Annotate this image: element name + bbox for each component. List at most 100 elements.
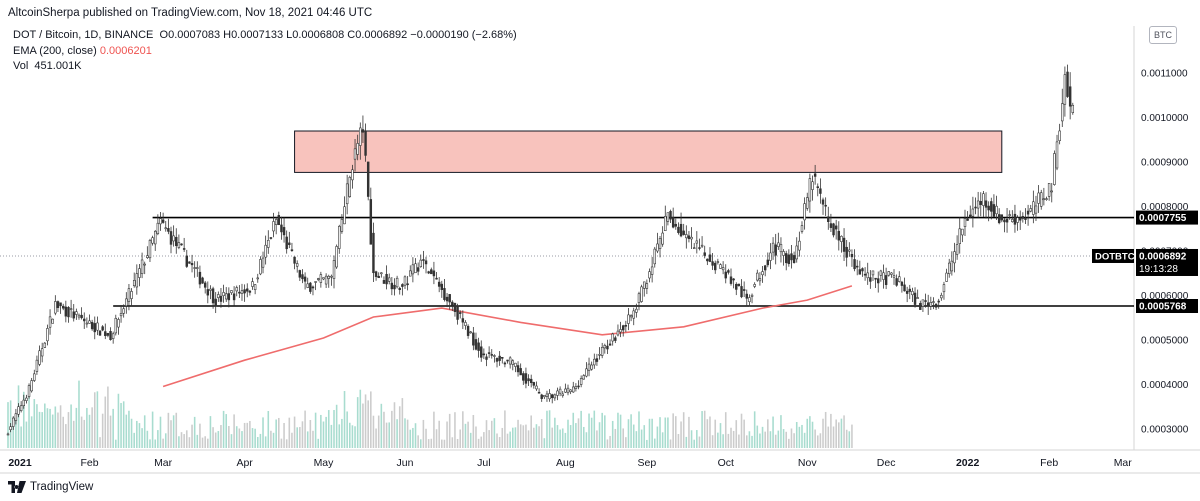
- candle-body: [101, 326, 104, 331]
- volume-bar: [193, 416, 196, 448]
- resistance-price-label-bg: [1136, 210, 1198, 225]
- candle-body: [1005, 218, 1009, 223]
- volume-bar: [228, 425, 230, 448]
- candle-body: [855, 265, 859, 268]
- candle-body: [482, 353, 486, 356]
- volume-bar: [551, 427, 554, 448]
- volume-bar: [601, 412, 603, 448]
- currency-unit-badge[interactable]: BTC: [1149, 26, 1177, 44]
- candle-body: [93, 323, 96, 333]
- candle-body: [256, 277, 259, 280]
- candle-body: [209, 288, 212, 291]
- candle-body: [682, 230, 685, 235]
- candle-body: [6, 433, 10, 436]
- candle-body: [921, 299, 925, 307]
- volume-bar: [596, 430, 598, 448]
- candle-body: [556, 390, 559, 396]
- candle-body: [132, 280, 136, 287]
- candle-body: [285, 236, 288, 250]
- candle-body: [474, 339, 478, 350]
- candle-body: [319, 274, 323, 283]
- volume-bars: [7, 380, 853, 448]
- legend-ema-label: EMA (200, close): [13, 44, 97, 57]
- horizontal-levels[interactable]: [113, 216, 1134, 307]
- candle-body: [858, 269, 862, 275]
- candle-body: [677, 226, 680, 233]
- volume-bar: [278, 417, 280, 448]
- candle-body: [529, 378, 533, 384]
- volume-bar: [41, 412, 43, 448]
- candle-body: [627, 314, 630, 324]
- volume-bar: [448, 413, 451, 448]
- candle-body: [656, 243, 659, 252]
- candle-body: [564, 388, 567, 393]
- candle-body: [361, 129, 365, 133]
- volume-bar: [785, 431, 788, 448]
- volume-bar: [483, 432, 485, 448]
- candle-body: [887, 271, 890, 276]
- volume-bar: [438, 420, 440, 448]
- volume-bar: [70, 404, 72, 448]
- legend-vol-row[interactable]: Vol 451.001K: [13, 59, 517, 75]
- volume-bar: [414, 423, 417, 448]
- x-tick-label: Mar: [1114, 457, 1133, 469]
- candle-body: [953, 251, 956, 264]
- volume-bar: [120, 402, 122, 448]
- candle-body: [819, 188, 822, 194]
- volume-bar: [640, 429, 643, 448]
- volume-bar: [653, 438, 656, 448]
- volume-bar: [519, 424, 522, 448]
- candle-body: [364, 130, 367, 156]
- volume-bar: [848, 431, 851, 448]
- candle-body: [748, 297, 751, 303]
- candle-body: [19, 405, 23, 411]
- volume-bar: [104, 396, 107, 448]
- price-scale-labels: 0.0007755 0.0005768 DOTBTC 0.0006892 19:13:2…: [1092, 210, 1198, 314]
- candle-body: [106, 333, 110, 336]
- candle-body: [453, 303, 457, 312]
- candle-body: [114, 317, 118, 334]
- candle-body: [735, 283, 738, 290]
- candle-body: [456, 305, 459, 320]
- candle-body: [154, 231, 157, 245]
- supply-zone-rect[interactable]: [294, 130, 1003, 173]
- resistance-zone[interactable]: [294, 130, 1003, 173]
- volume-bar: [638, 411, 640, 448]
- candle-body: [33, 373, 36, 381]
- candle-body: [353, 148, 357, 160]
- support-price-label-bg: [1136, 299, 1198, 314]
- volume-bar: [28, 392, 30, 448]
- volume-bar: [540, 419, 543, 448]
- volume-bar: [235, 426, 238, 448]
- candle-body: [69, 308, 73, 311]
- volume-bar: [740, 413, 743, 448]
- volume-bar: [388, 422, 391, 448]
- volume-bar: [217, 431, 220, 448]
- candle-body: [853, 259, 856, 270]
- candle-body: [724, 271, 727, 279]
- legend-symbol-row[interactable]: DOT / Bitcoin, 1D, BINANCE O0.0007083 H0…: [13, 28, 517, 44]
- volume-bar: [572, 412, 575, 448]
- y-tick-label: 0.0009000: [1141, 158, 1189, 169]
- candle-body: [842, 237, 846, 252]
- candle-body: [390, 282, 394, 290]
- x-tick-label: Aug: [556, 457, 575, 469]
- candle-body: [771, 242, 775, 253]
- time-scale[interactable]: 2021 Feb Mar Apr May Jun Jul Aug Sep Oct Nov Dec 202…: [8, 457, 1132, 469]
- volume-bar: [264, 436, 267, 448]
- legend-ema-row[interactable]: EMA (200, close) 0.0006201: [13, 44, 517, 60]
- candle-body: [929, 302, 933, 307]
- candle-body: [380, 272, 383, 275]
- candle-body: [293, 256, 296, 264]
- candle-body: [448, 294, 451, 303]
- candle-body: [721, 267, 725, 271]
- candle-body: [508, 357, 512, 365]
- candle-body: [472, 332, 475, 346]
- candle-body: [690, 236, 693, 240]
- volume-bar: [456, 438, 459, 448]
- candle-body: [83, 318, 86, 322]
- volume-bar: [220, 425, 222, 448]
- volume-bar: [580, 410, 582, 448]
- volume-bar: [164, 433, 167, 448]
